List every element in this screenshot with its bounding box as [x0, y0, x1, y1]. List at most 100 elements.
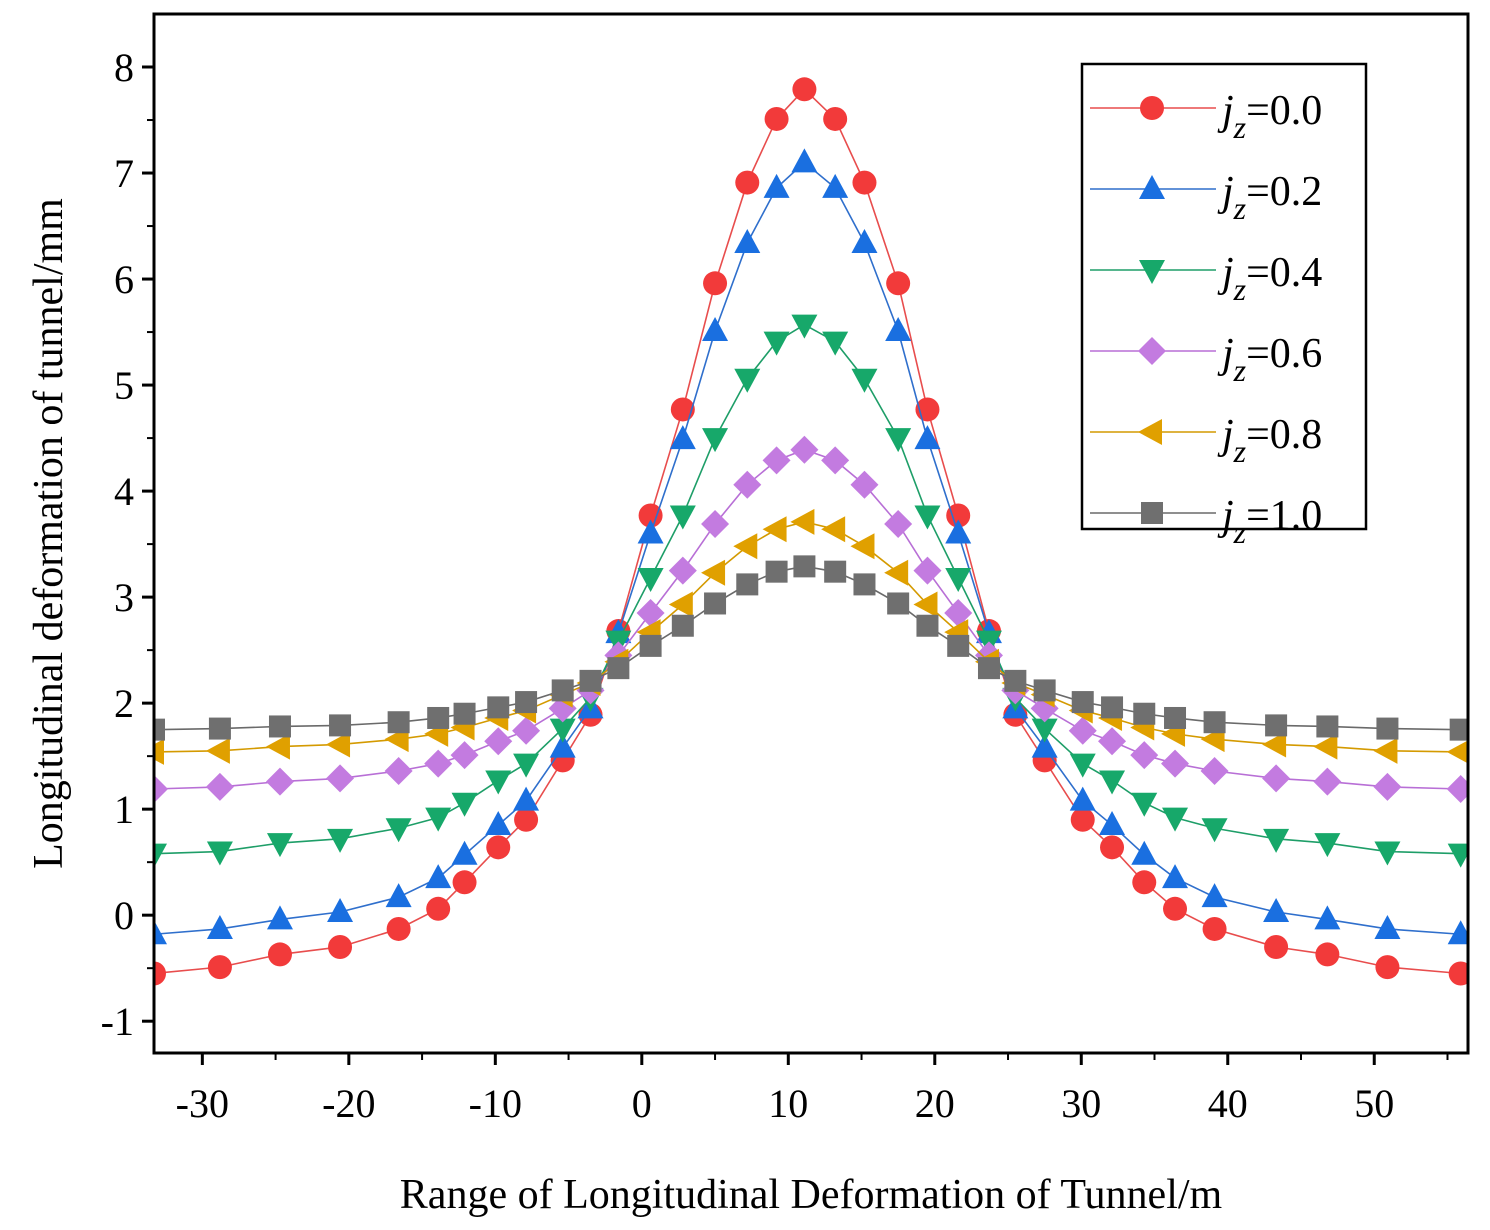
data-point — [1130, 741, 1159, 770]
data-point — [914, 505, 941, 530]
legend-item: jz=1.0 — [1090, 493, 1322, 550]
data-point — [1315, 942, 1340, 967]
data-point — [735, 170, 760, 195]
data-point — [207, 955, 232, 980]
data-point — [669, 425, 696, 450]
data-point — [1376, 717, 1399, 740]
data-point — [326, 731, 351, 758]
data-point — [913, 591, 938, 618]
y-tick-label: 0 — [114, 893, 134, 938]
data-point — [790, 435, 819, 464]
series-jz=0.4 — [154, 314, 1468, 868]
data-point — [733, 470, 762, 499]
data-point — [762, 446, 791, 475]
data-point — [733, 533, 758, 560]
data-point — [154, 718, 165, 741]
y-tick-label: 4 — [114, 469, 134, 514]
data-point — [154, 920, 167, 945]
y-tick-label: 7 — [114, 151, 134, 196]
data-point — [1162, 807, 1189, 832]
data-point — [1446, 740, 1468, 764]
data-point — [266, 833, 293, 858]
data-point — [385, 883, 412, 908]
data-point — [887, 592, 910, 615]
data-point — [1033, 679, 1056, 702]
data-point — [886, 271, 911, 296]
data-point — [384, 756, 413, 785]
data-point — [1314, 833, 1341, 858]
data-point — [1449, 718, 1468, 741]
legend-label: jz=1.0 — [1217, 493, 1322, 550]
data-point — [327, 828, 354, 853]
data-point — [451, 792, 478, 817]
data-point — [265, 733, 290, 760]
data-point — [607, 657, 630, 680]
data-point — [486, 835, 511, 860]
legend-marker — [1139, 175, 1165, 199]
data-point — [329, 714, 352, 737]
data-point — [1263, 897, 1290, 922]
data-point — [513, 786, 540, 811]
data-point — [154, 961, 166, 986]
data-point — [154, 738, 164, 765]
y-tick-label: -1 — [101, 999, 134, 1044]
data-point — [703, 271, 728, 296]
data-point — [386, 916, 411, 941]
data-point — [450, 741, 479, 770]
series-jz=0.0 — [154, 77, 1468, 986]
data-point — [1164, 706, 1187, 729]
data-point — [947, 634, 970, 657]
series-jz=1.0 — [154, 555, 1468, 741]
plot-frame — [152, 12, 1470, 1055]
data-point — [1131, 792, 1158, 817]
data-point — [821, 446, 850, 475]
data-point — [945, 568, 972, 593]
data-point — [154, 843, 167, 868]
data-point — [1262, 731, 1287, 758]
data-point — [821, 516, 846, 543]
data-point — [1373, 772, 1402, 801]
data-point — [549, 733, 576, 758]
data-point — [704, 592, 727, 615]
data-point — [669, 505, 696, 530]
data-point — [884, 559, 909, 586]
legend-item: jz=0.0 — [1090, 88, 1322, 145]
data-point — [671, 614, 694, 637]
data-point — [1263, 828, 1290, 853]
data-point — [670, 397, 695, 422]
legend-item: jz=0.2 — [1090, 169, 1322, 226]
data-point — [977, 657, 1000, 680]
legend-label: jz=0.4 — [1217, 250, 1322, 307]
data-point — [1373, 737, 1398, 764]
data-point — [791, 314, 818, 339]
data-point — [824, 560, 847, 583]
data-point — [823, 106, 848, 131]
y-tick-label: 8 — [114, 45, 134, 90]
data-point — [206, 914, 233, 939]
data-point — [1004, 669, 1027, 692]
data-point — [327, 897, 354, 922]
legend-marker — [1140, 96, 1164, 120]
x-tick-label: 30 — [1061, 1081, 1101, 1126]
data-point — [513, 753, 540, 778]
data-point — [425, 864, 452, 889]
data-point — [154, 775, 168, 804]
data-point — [1374, 841, 1401, 866]
data-point — [822, 331, 849, 356]
data-point — [487, 696, 510, 719]
data-point — [763, 173, 790, 198]
data-point — [1132, 870, 1157, 895]
legend-marker — [1138, 337, 1166, 365]
data-point — [668, 591, 693, 618]
data-point — [1068, 716, 1097, 745]
data-point — [734, 368, 761, 393]
data-point — [884, 509, 913, 538]
data-point — [885, 317, 912, 342]
data-point — [1202, 916, 1227, 941]
data-point — [453, 702, 476, 725]
data-point — [1161, 749, 1190, 778]
legend-marker — [1141, 502, 1163, 524]
data-point — [1099, 770, 1126, 795]
legend-marker — [1139, 260, 1165, 284]
x-tick-label: 10 — [768, 1081, 808, 1126]
